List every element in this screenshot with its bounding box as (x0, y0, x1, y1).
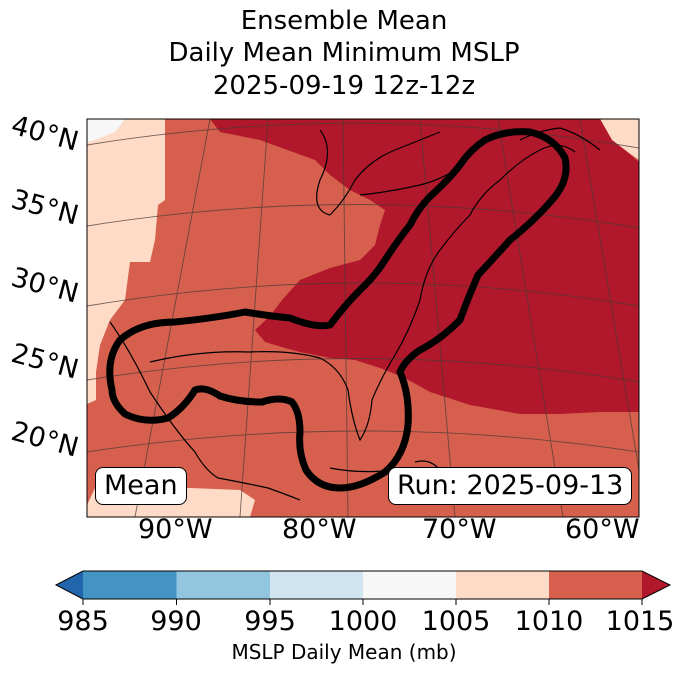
lon-label-90w: 90°W (138, 514, 213, 545)
pressure-band-1005-1010-se (600, 119, 639, 160)
pressure-band-1005-1010-west (87, 119, 165, 404)
title-line-3: 2025-09-19 12z-12z (212, 71, 476, 101)
colorbar-tick-990: 990 (150, 606, 202, 637)
colorbar-tick-995: 995 (244, 606, 296, 637)
pressure-band-1000-1005 (87, 119, 125, 142)
colorbar-segment-1010-1015 (549, 571, 642, 599)
colorbar-label: MSLP Daily Mean (mb) (231, 640, 457, 664)
colorbar-extend-low (56, 571, 83, 599)
colorbar-segment-1000-1005 (363, 571, 456, 599)
lon-label-80w: 80°W (282, 514, 357, 545)
colorbar-segment-1005-1010 (456, 571, 549, 599)
map-frame (86, 118, 640, 518)
run-date-box: Run: 2025-09-13 (388, 467, 633, 505)
mslp-contour-line (106, 128, 570, 492)
colorbar-tick-1015: 1015 (605, 606, 675, 637)
colorbar-tick-1000: 1000 (328, 606, 398, 637)
title-line-2: Daily Mean Minimum MSLP (168, 38, 520, 68)
colorbar-extend-high (642, 571, 670, 599)
pressure-band-above-1015 (210, 119, 639, 414)
map-field (87, 119, 639, 517)
colorbar-tick-985: 985 (57, 606, 109, 637)
lon-label-70w: 70°W (422, 514, 497, 545)
colorbar-tick-1005: 1005 (421, 606, 491, 637)
colorbar-segment-995-1000 (270, 571, 363, 599)
mean-label-box: Mean (95, 467, 187, 505)
colorbar (54, 570, 672, 605)
colorbar-segment-985-990 (83, 571, 177, 599)
graticule (87, 119, 639, 517)
colorbar-tick-1010: 1010 (514, 606, 584, 637)
colorbar-segment-990-995 (176, 571, 270, 599)
lon-label-60w: 60°W (565, 514, 640, 545)
coastlines (109, 127, 601, 501)
title-line-1: Ensemble Mean (240, 6, 448, 36)
